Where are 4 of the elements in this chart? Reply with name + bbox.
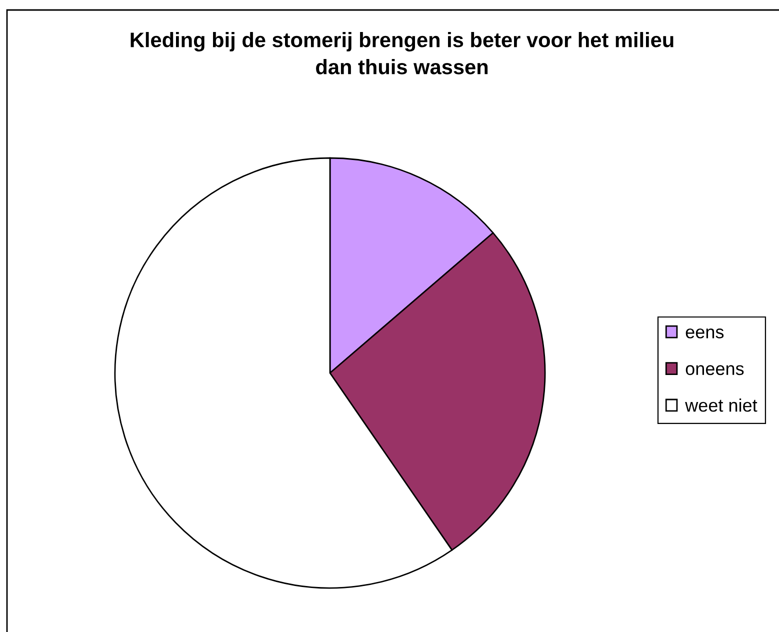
legend-label: oneens xyxy=(686,365,744,376)
legend-label: eens xyxy=(686,328,724,338)
chart-title: Kleding bij de stomerij brengen is beter voor het milieu dan thuis wassen xyxy=(130,32,674,74)
legend-label: weet niet xyxy=(685,398,758,412)
